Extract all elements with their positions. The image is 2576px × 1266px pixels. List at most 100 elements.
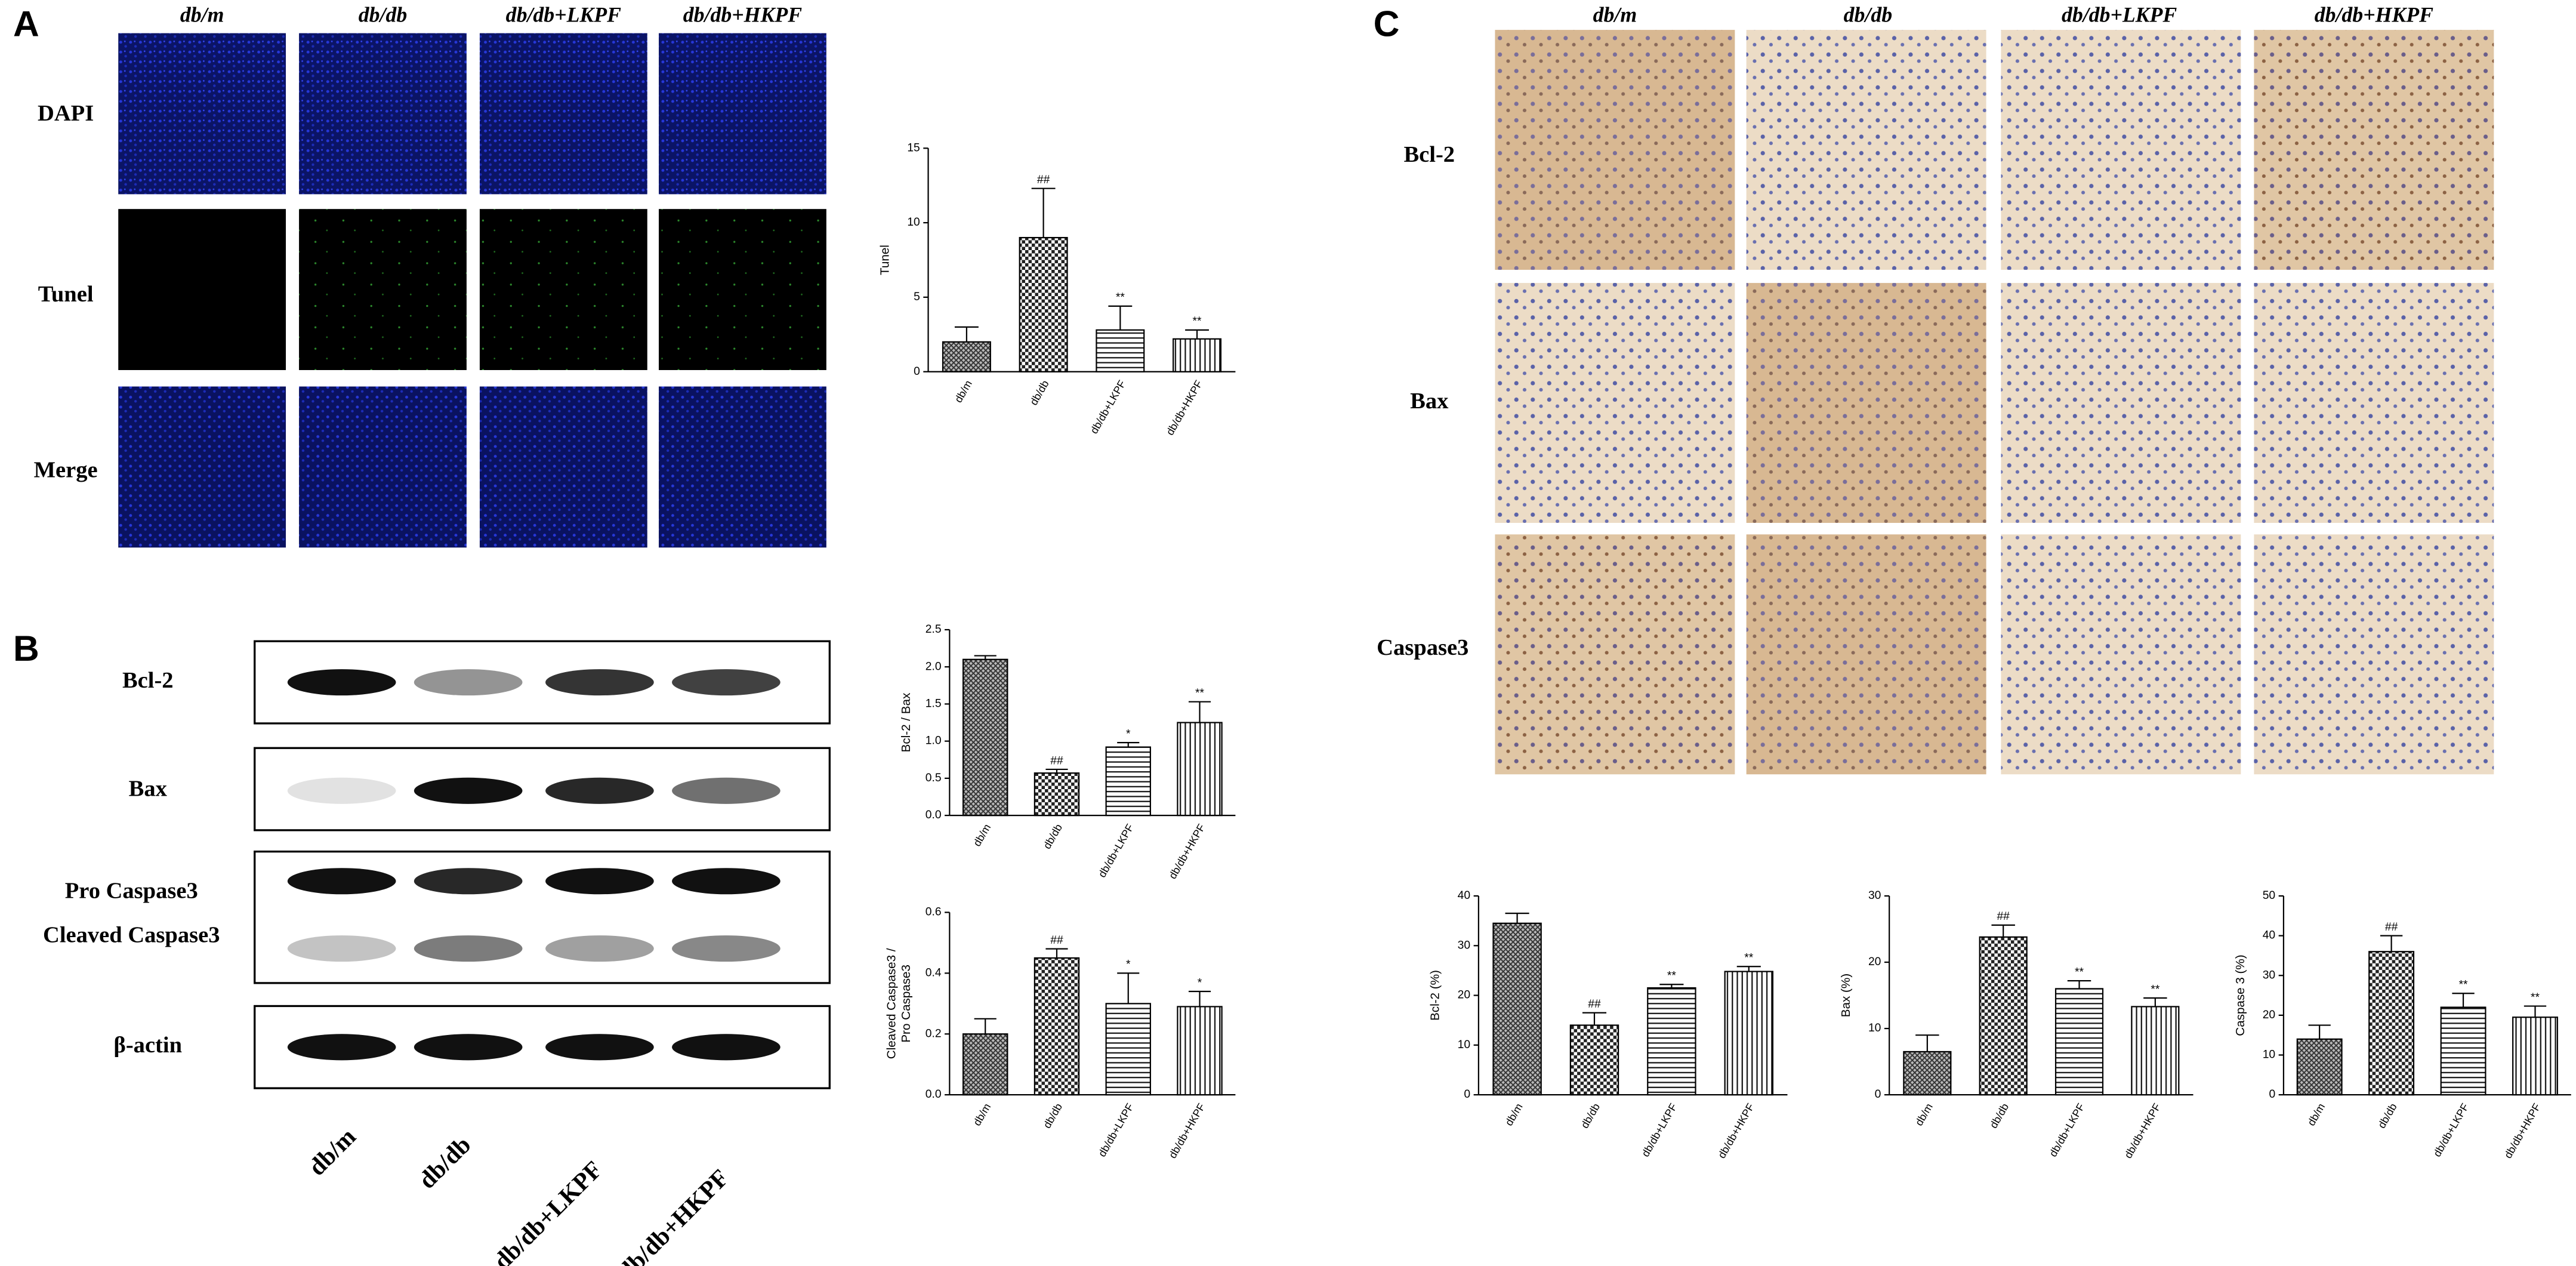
- row-label: Tunel: [38, 282, 94, 307]
- micrograph: [479, 386, 647, 548]
- x-tick-label: db/db: [1578, 1101, 1602, 1131]
- y-tick-label: 30: [1868, 889, 1881, 902]
- annotation: **: [1116, 291, 1125, 304]
- annotation: **: [2531, 991, 2540, 1004]
- blot-label: Bcl-2: [122, 668, 174, 693]
- blot-band: [545, 868, 654, 895]
- micrograph: [1746, 283, 1986, 523]
- x-tick-label: db/db+LKPF: [1639, 1101, 1679, 1159]
- blot-band: [545, 669, 654, 696]
- blot-band: [414, 1034, 523, 1061]
- annotation: *: [1126, 728, 1131, 740]
- annotation: ##: [1588, 998, 1601, 1011]
- y-tick-label: 20: [1458, 989, 1470, 1002]
- y-axis-label: Pro Caspase3: [899, 965, 913, 1043]
- micrograph: [659, 386, 826, 548]
- bar: [2440, 1006, 2486, 1096]
- row-label: Caspase3: [1377, 635, 1469, 660]
- micrograph: [2001, 283, 2241, 523]
- y-tick-label: 30: [1458, 939, 1470, 951]
- micrograph: [1746, 30, 1986, 270]
- y-axis-label: Tunel: [878, 245, 891, 275]
- annotation: **: [1744, 952, 1753, 965]
- bar: [1173, 338, 1222, 372]
- blot-label: Pro Caspase3: [65, 878, 198, 903]
- panel-label: B: [13, 628, 39, 669]
- y-tick-label: 15: [907, 141, 920, 154]
- y-axis-label: Bax (%): [1839, 974, 1853, 1017]
- blot-band: [545, 935, 654, 962]
- bar: [1647, 987, 1696, 1096]
- lane-label: db/db: [413, 1131, 476, 1194]
- micrograph: [2254, 534, 2494, 775]
- blot-band: [545, 1034, 654, 1061]
- bar: [1019, 236, 1068, 372]
- micrograph: [1495, 30, 1735, 270]
- micrograph: [299, 209, 467, 370]
- micrograph: [659, 209, 826, 370]
- x-tick-label: db/db+HKPF: [2122, 1101, 2163, 1160]
- annotation: *: [1126, 959, 1131, 971]
- x-tick-label: db/m: [971, 822, 993, 848]
- y-tick-label: 10: [907, 216, 920, 229]
- x-tick-label: db/db: [1041, 822, 1065, 851]
- blot-label: β-actin: [114, 1033, 182, 1058]
- bar: [962, 1033, 1008, 1096]
- y-tick-label: 0: [1875, 1088, 1881, 1101]
- y-tick-label: 0: [914, 365, 920, 378]
- row-label: Bcl-2: [1403, 142, 1455, 167]
- blot-band: [672, 669, 780, 696]
- y-tick-label: 0: [1464, 1088, 1470, 1101]
- x-tick-label: db/db+LKPF: [2047, 1101, 2087, 1159]
- y-tick-label: 5: [914, 291, 920, 303]
- y-tick-label: 0: [2269, 1088, 2275, 1101]
- row-label: Bax: [1410, 389, 1449, 414]
- x-tick-label: db/m: [2305, 1101, 2327, 1128]
- annotation: **: [2459, 979, 2468, 991]
- blot-band: [414, 669, 523, 696]
- bar: [2296, 1038, 2343, 1096]
- annotation: ##: [1050, 934, 1063, 947]
- y-tick-label: 0.2: [925, 1027, 942, 1040]
- x-tick-label: db/db: [1041, 1101, 1065, 1131]
- y-axis-label: Bcl-2 / Bax: [899, 692, 913, 752]
- blot-band: [414, 868, 523, 895]
- y-tick-label: 10: [1868, 1022, 1881, 1034]
- lane-label: db/m: [303, 1123, 361, 1181]
- micrograph: [479, 209, 647, 370]
- blot-band: [414, 777, 523, 804]
- column-header: db/m: [1593, 2, 1637, 26]
- blot-band: [287, 935, 396, 962]
- micrograph: [118, 209, 286, 370]
- row-label: Merge: [34, 458, 98, 483]
- bar: [2054, 988, 2104, 1096]
- x-tick-label: db/db+LKPF: [2431, 1101, 2471, 1159]
- bar: [1096, 329, 1145, 372]
- annotation: **: [1195, 687, 1204, 700]
- column-header: db/db+LKPF: [506, 2, 621, 26]
- blot-band: [672, 935, 780, 962]
- blot-band: [414, 935, 523, 962]
- micrograph: [479, 33, 647, 195]
- y-tick-label: 0.6: [925, 906, 942, 919]
- x-tick-label: db/db: [2376, 1101, 2399, 1131]
- blot-band: [672, 1034, 780, 1061]
- bar: [1034, 772, 1080, 817]
- annotation: ##: [2385, 921, 2398, 934]
- bar: [1034, 957, 1080, 1096]
- row-label: DAPI: [38, 101, 94, 126]
- blot-band: [287, 1034, 396, 1061]
- y-tick-label: 2.0: [925, 660, 942, 673]
- x-tick-label: db/db+LKPF: [1088, 378, 1128, 436]
- x-tick-label: db/m: [971, 1101, 993, 1128]
- micrograph: [2001, 534, 2241, 775]
- column-header: db/m: [180, 2, 224, 26]
- annotation: **: [2075, 966, 2084, 978]
- y-axis-label: Bcl-2 (%): [1429, 970, 1442, 1021]
- x-tick-label: db/m: [1913, 1101, 1935, 1128]
- column-header: db/db+HKPF: [683, 2, 802, 26]
- annotation: ##: [1050, 754, 1063, 767]
- panel-label: A: [13, 4, 39, 44]
- micrograph: [2254, 283, 2494, 523]
- micrograph: [2001, 30, 2241, 270]
